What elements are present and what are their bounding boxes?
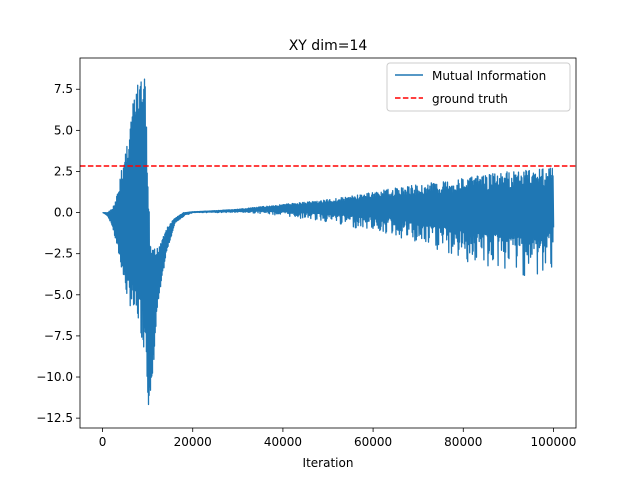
y-tick-label: −12.5 xyxy=(36,411,73,425)
legend-box xyxy=(386,62,571,112)
y-tick-label: −7.5 xyxy=(44,329,73,343)
y-tick-label: −5.0 xyxy=(44,288,73,302)
x-tick-label: 20000 xyxy=(174,435,212,449)
x-tick-label: 0 xyxy=(99,435,107,449)
legend-label-ground-truth: ground truth xyxy=(432,92,508,106)
y-tick-label: 0.0 xyxy=(54,206,73,220)
y-tick-label: 2.5 xyxy=(54,164,73,178)
y-tick-label: −10.0 xyxy=(36,370,73,384)
plot-area xyxy=(80,78,576,406)
legend-label-mutual-information: Mutual Information xyxy=(432,69,546,83)
y-axis-ticks: −12.5 −10.0 −7.5 −5.0 −2.5 0.0 2.5 5.0 7.5 xyxy=(36,82,80,425)
x-tick-label: 80000 xyxy=(444,435,482,449)
plot-frame xyxy=(79,57,577,429)
x-tick-label: 100000 xyxy=(531,435,577,449)
x-axis-label: Iteration xyxy=(303,456,354,470)
y-tick-label: 7.5 xyxy=(54,82,73,96)
x-axis-ticks: 0 20000 40000 60000 80000 100000 xyxy=(99,428,577,449)
x-tick-label: 60000 xyxy=(354,435,392,449)
y-tick-label: −2.5 xyxy=(44,247,73,261)
legend: Mutual Information ground truth xyxy=(386,62,571,112)
x-tick-label: 40000 xyxy=(264,435,302,449)
y-tick-label: 5.0 xyxy=(54,123,73,137)
series-line-mutual-information xyxy=(102,78,555,406)
chart-title: XY dim=14 xyxy=(289,38,368,54)
